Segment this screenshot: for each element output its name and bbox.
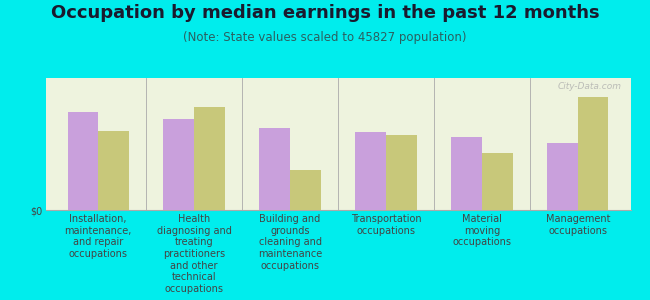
Bar: [482, 153, 513, 210]
Bar: [386, 135, 417, 210]
Bar: [163, 119, 194, 210]
Bar: [259, 128, 290, 210]
Bar: [68, 112, 98, 210]
Bar: [547, 143, 578, 210]
Bar: [290, 170, 320, 210]
Text: Occupation by median earnings in the past 12 months: Occupation by median earnings in the pas…: [51, 4, 599, 22]
Bar: [98, 131, 129, 210]
Text: City-Data.com: City-Data.com: [558, 82, 621, 91]
Bar: [451, 137, 482, 210]
Text: (Note: State values scaled to 45827 population): (Note: State values scaled to 45827 popu…: [183, 32, 467, 44]
Bar: [578, 97, 608, 210]
Bar: [194, 107, 225, 210]
Bar: [356, 132, 386, 210]
